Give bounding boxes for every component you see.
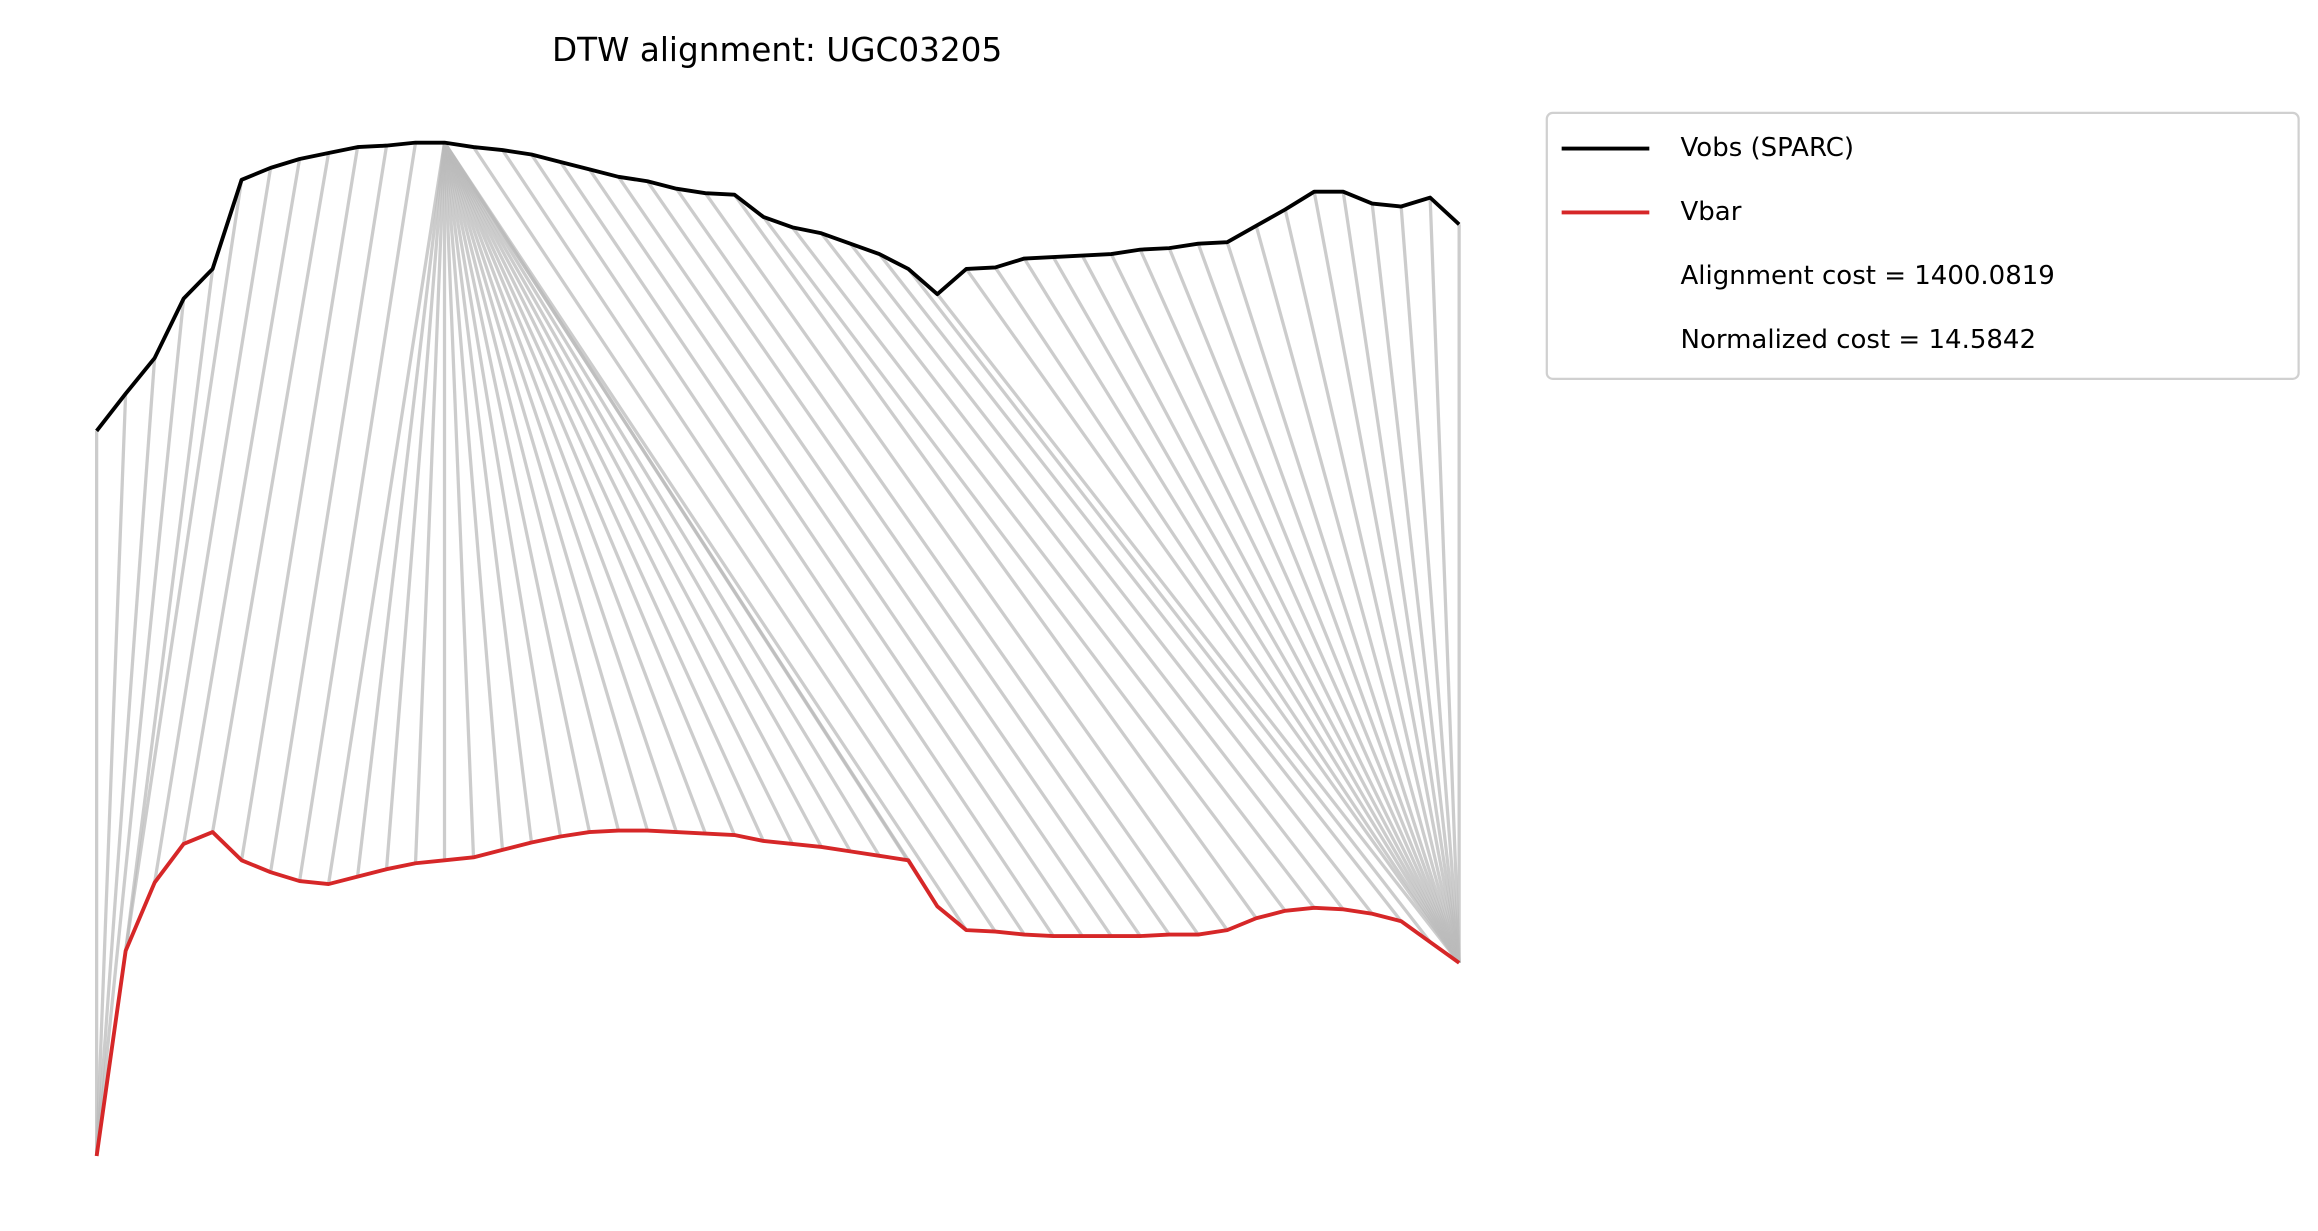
alignment-link (181, 158, 302, 845)
alignment-link (1080, 254, 1461, 964)
alignment-link (95, 357, 157, 1157)
series-line (94, 828, 1461, 1157)
alignment-link (964, 267, 1461, 964)
alignment-link (791, 226, 1316, 909)
alignment-link (442, 142, 621, 831)
alignment-link (443, 141, 852, 853)
alignment-link (443, 141, 765, 842)
alignment-link (442, 142, 707, 835)
alignment-link (762, 215, 1287, 912)
legend-annotation: Alignment cost = 1400.0819 (1681, 261, 2055, 291)
legend-label: Vobs (SPARC) (1681, 133, 1855, 163)
alignment-link (443, 141, 968, 932)
alignment-link (1167, 247, 1461, 964)
alignment-link (1109, 253, 1461, 964)
alignment-link (297, 142, 418, 882)
alignment-link (530, 153, 1055, 937)
alignment-link (268, 145, 389, 873)
alignment-link (443, 141, 823, 848)
alignment-link (443, 141, 939, 908)
alignment-link (1370, 203, 1461, 963)
alignment-link (442, 142, 476, 858)
alignment-link (442, 142, 534, 843)
chart-title: DTW alignment: UGC03205 (552, 31, 1002, 69)
alignment-link (95, 298, 186, 1157)
alignment-link (326, 142, 447, 885)
alignment-link (559, 161, 1084, 937)
legend-annotation: Normalized cost = 14.5842 (1681, 325, 2036, 355)
alignment-link (1341, 191, 1461, 964)
alignment-link (733, 193, 1258, 920)
series-line (95, 140, 1461, 433)
alignment-link (936, 293, 1461, 964)
alignment-link (413, 142, 447, 864)
alignment-link (124, 179, 244, 952)
alignment-link (704, 192, 1229, 932)
alignment-link (442, 142, 592, 833)
alignment-link (501, 149, 1026, 936)
alignment-link (1138, 248, 1461, 964)
alignment-link (1428, 197, 1461, 963)
alignment-link (1312, 191, 1461, 964)
alignment-link (646, 180, 1171, 936)
alignment-link (1283, 209, 1461, 964)
alignment-link (472, 146, 997, 933)
alignment-link (1254, 225, 1461, 964)
alignment-link (95, 393, 128, 1157)
alignment-link (1022, 257, 1461, 964)
alignment-link (1196, 243, 1461, 964)
alignment-link (617, 175, 1142, 937)
alignment-link (442, 142, 650, 832)
alignment-link (1399, 206, 1461, 963)
alignment-link (442, 142, 678, 833)
legend-label: Vbar (1681, 197, 1742, 227)
alignment-link (907, 267, 1432, 944)
legend-frame (1545, 111, 2300, 380)
alignment-link (1051, 256, 1461, 964)
alignment-link (442, 142, 563, 837)
alignment-link (878, 253, 1403, 923)
alignment-link (443, 141, 881, 857)
alignment-link (153, 167, 273, 883)
alignment-link (820, 232, 1345, 911)
series-lines (94, 140, 1461, 1157)
alignment-link (1225, 241, 1461, 964)
alignment-link (210, 152, 331, 833)
alignment-link (849, 242, 1374, 915)
alignment-link (239, 146, 360, 861)
alignment-link (442, 142, 505, 851)
alignment-link (588, 168, 1113, 937)
alignment-link (443, 141, 794, 845)
alignment-link (993, 266, 1461, 964)
alignment-link (355, 142, 447, 877)
alignment-link (443, 142, 736, 836)
legend: Vobs (SPARC) Vbar Alignment cost = 1400.08… (1545, 111, 2300, 380)
alignment-links (95, 141, 1461, 1157)
alignment-link (384, 142, 447, 870)
alignment-link (675, 187, 1200, 936)
alignment-link (124, 268, 215, 952)
